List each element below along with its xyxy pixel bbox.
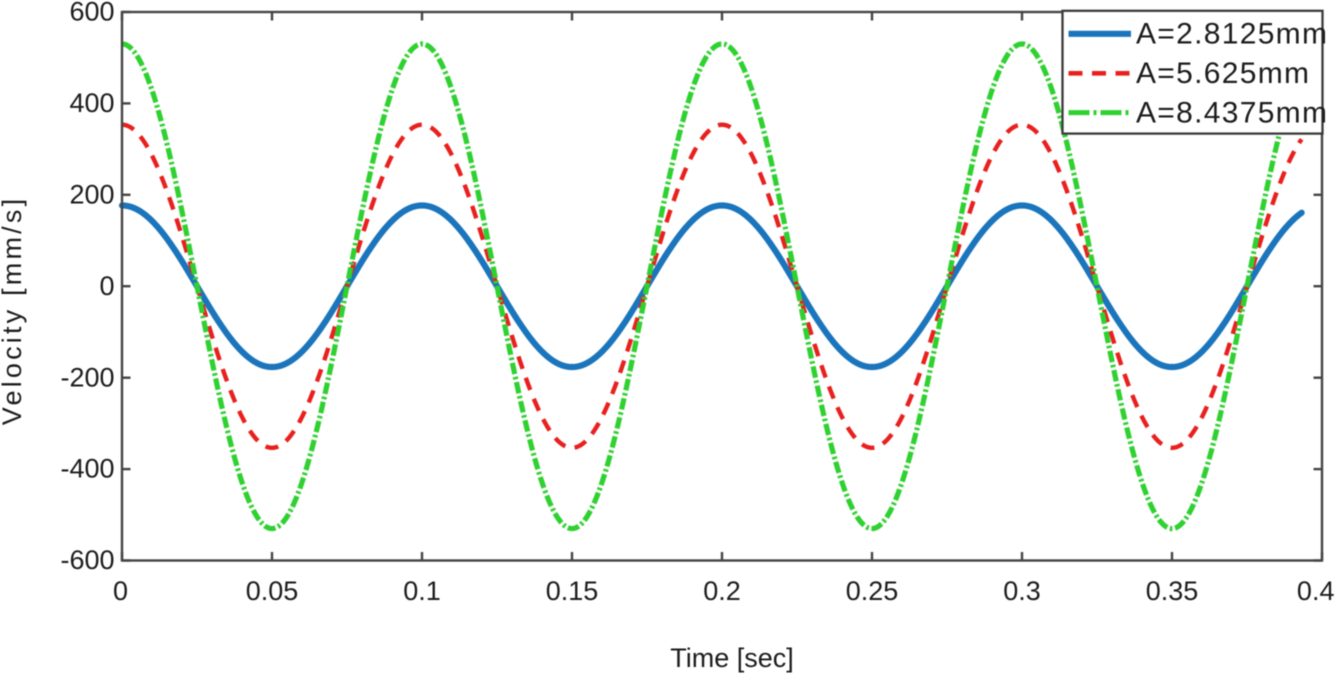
svg-text:0: 0 xyxy=(113,576,128,606)
svg-text:Velocity [mm/s]: Velocity [mm/s] xyxy=(0,196,27,426)
svg-text:Time [sec]: Time [sec] xyxy=(670,643,794,673)
svg-text:600: 600 xyxy=(69,0,114,27)
svg-text:0.25: 0.25 xyxy=(846,576,899,606)
svg-text:0.2: 0.2 xyxy=(703,576,741,606)
svg-text:A=2.8125mm: A=2.8125mm xyxy=(1136,18,1328,51)
svg-text:A=5.625mm: A=5.625mm xyxy=(1136,57,1310,90)
svg-text:-600: -600 xyxy=(60,545,114,575)
svg-text:0.1: 0.1 xyxy=(403,576,441,606)
svg-text:0.4: 0.4 xyxy=(1297,576,1335,606)
svg-text:0: 0 xyxy=(99,271,114,301)
svg-text:0.05: 0.05 xyxy=(246,576,299,606)
svg-text:-400: -400 xyxy=(60,454,114,484)
svg-text:-200: -200 xyxy=(60,362,114,392)
svg-text:0.3: 0.3 xyxy=(1003,576,1041,606)
svg-text:400: 400 xyxy=(69,88,114,118)
svg-text:A=8.4375mm: A=8.4375mm xyxy=(1136,96,1328,129)
svg-text:0.35: 0.35 xyxy=(1146,576,1199,606)
svg-text:200: 200 xyxy=(69,179,114,209)
svg-text:0.15: 0.15 xyxy=(546,576,599,606)
